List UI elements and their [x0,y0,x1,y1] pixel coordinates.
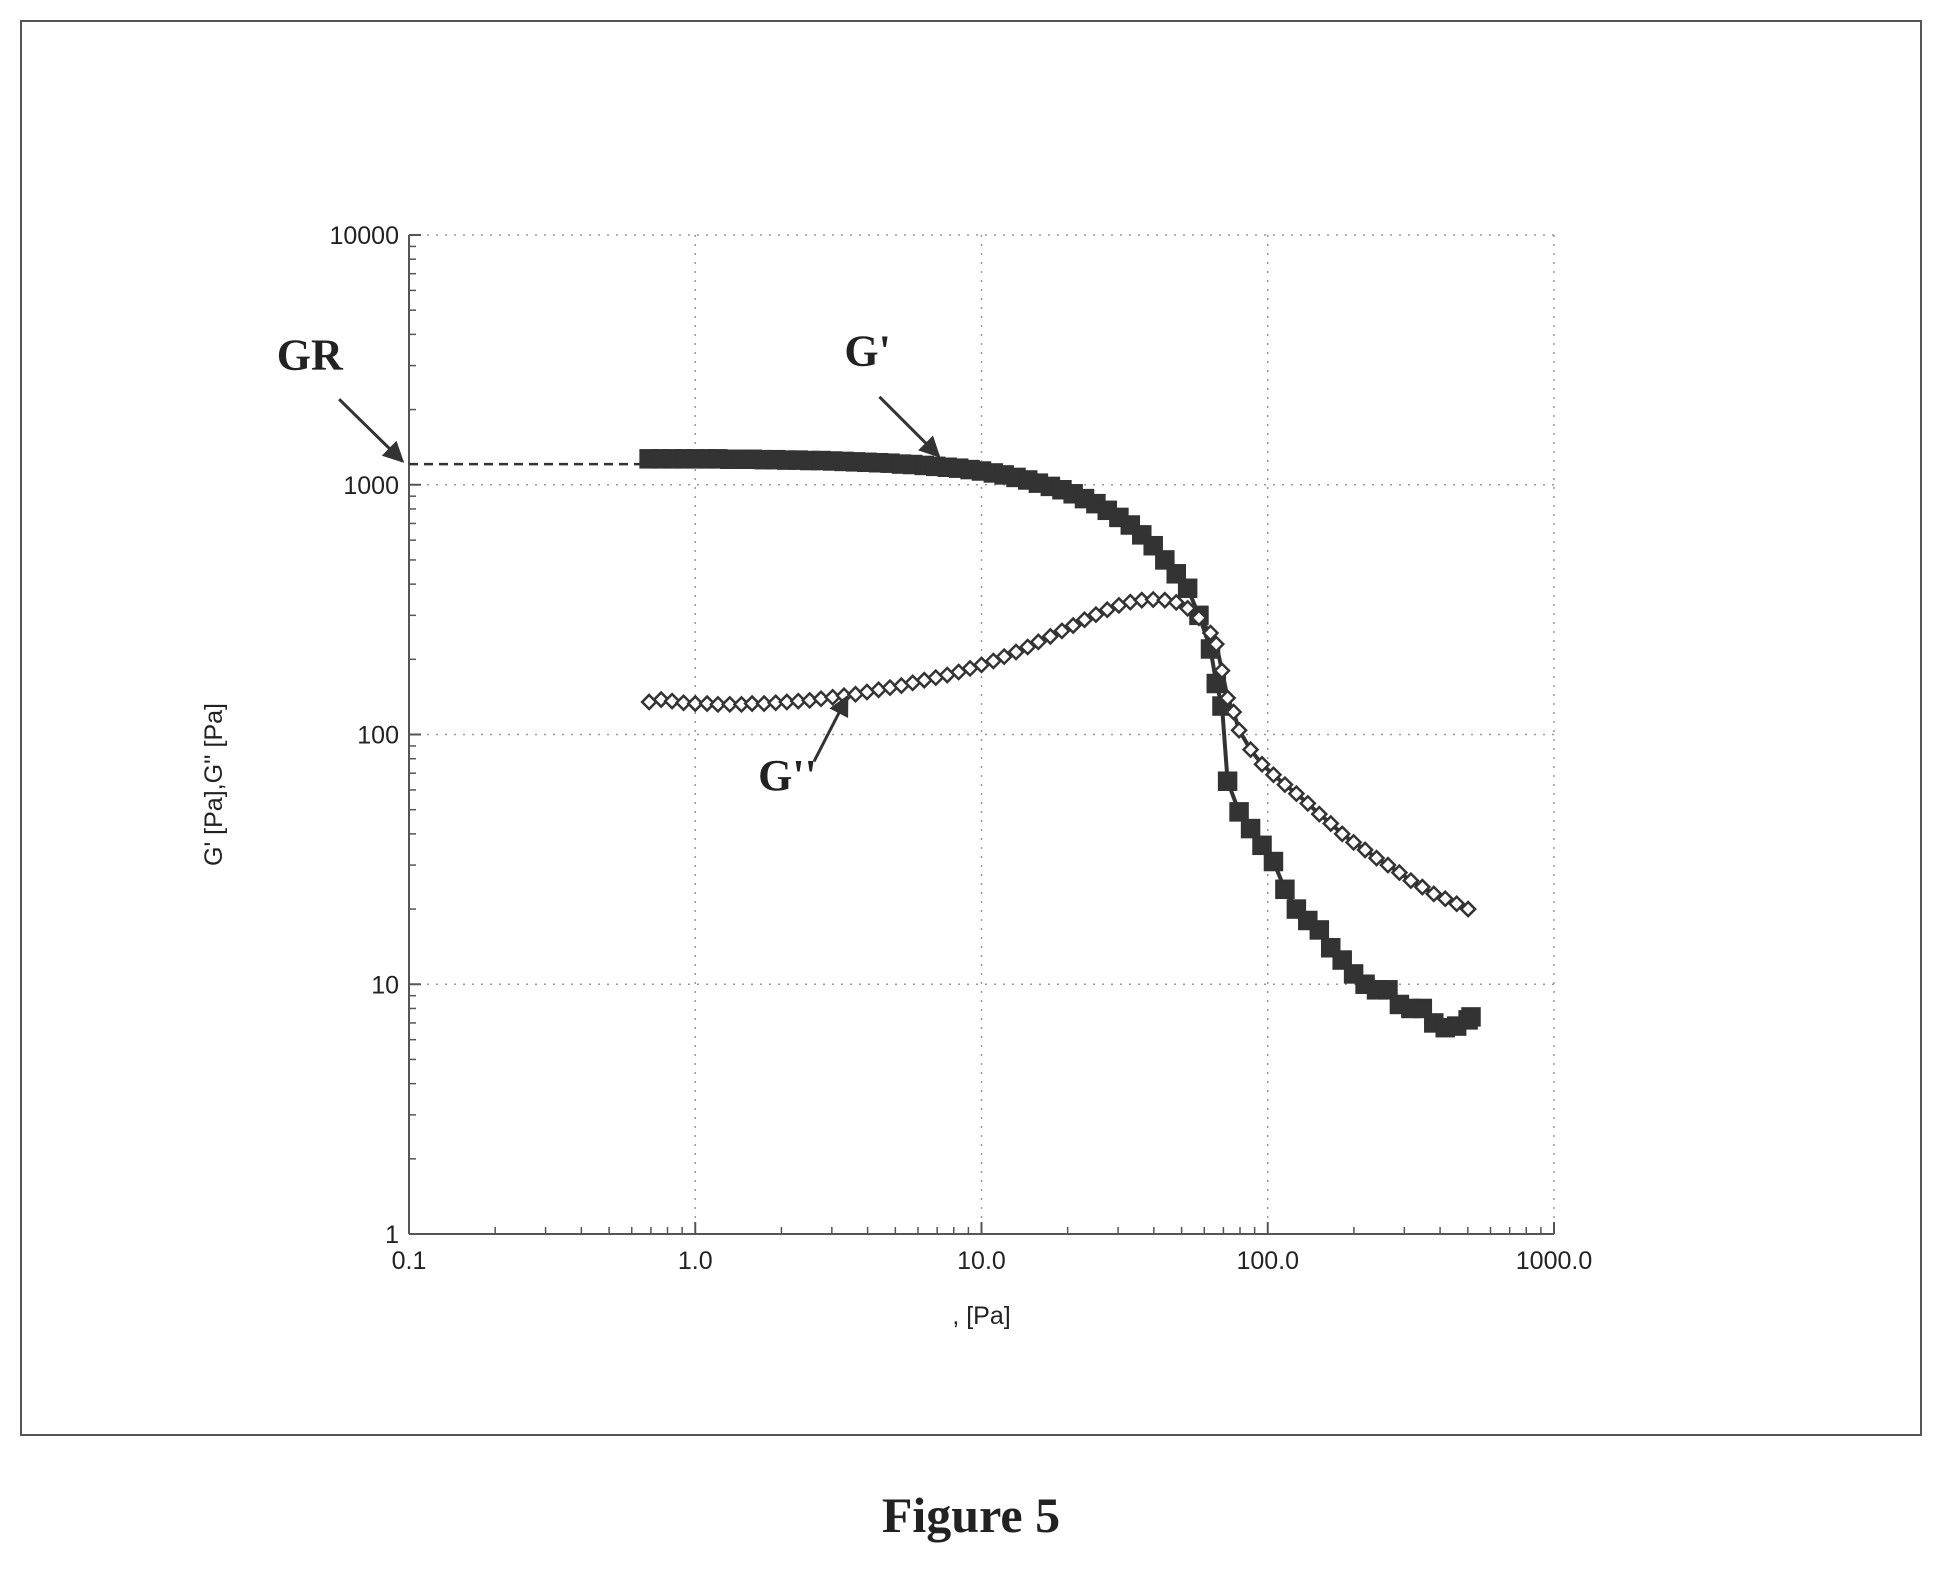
x-tick-label: 1.0 [678,1247,713,1275]
y-tick-label: 1000 [343,472,399,500]
g-double-prime-point [743,694,761,713]
g-double-prime-point [1333,825,1351,843]
x-axis-title: , [Pa] [952,1302,1010,1330]
x-tick-label: 1000.0 [1516,1247,1592,1275]
g-double-prime-point [972,656,991,674]
g-double-prime-point [1053,622,1071,640]
g-prime-point [1177,578,1198,599]
g-double-prime-point [1201,624,1220,642]
g-double-prime-point [1098,600,1117,619]
x-tick-label: 100.0 [1236,1247,1299,1275]
x-tick-label: 10.0 [957,1247,1006,1275]
g-double-prime-point [674,693,693,712]
g-prime-point [1412,998,1433,1019]
grid-lines [408,234,1555,1235]
g-double-prime-point [640,693,658,711]
g-double-prime-point [1230,721,1248,740]
g-double-prime-point [1167,593,1186,612]
g-double-prime-point [1190,609,1208,627]
g-double-prime-point [1207,635,1226,653]
g-double-prime-point [1041,627,1060,646]
g-double-prime-point [1253,755,1271,774]
g-double-prime-point [1344,833,1363,852]
annotation-arrow [812,694,849,763]
g-prime-point [1263,851,1284,872]
g-double-prime-point [1356,841,1374,859]
g-double-prime-point [1287,784,1306,803]
g-double-prime-point [1018,638,1037,656]
g-double-prime-point [663,692,681,710]
y-tick-label: 100 [357,722,399,750]
g-double-prime-point [1310,805,1329,823]
y-tick-label: 10000 [329,222,399,250]
g-double-prime-point [652,690,670,709]
y-tick-label: 1 [385,1221,399,1249]
series-line-1 [649,456,1473,1030]
annotation-arrow [878,395,941,458]
g-double-prime-point [1299,794,1317,813]
g-double-prime-point [915,671,934,689]
y-axis-title: G' [Pa],G'' [Pa] [200,703,228,866]
g-double-prime-point [709,695,727,714]
g-double-prime-point [1213,661,1231,680]
g-prime-point [1461,1007,1481,1027]
annotation-label: G'' [758,751,817,800]
annotation-arrow [338,398,405,463]
g-prime-point [1229,802,1249,822]
g-double-prime-point [1367,849,1386,867]
g-double-prime-point [995,647,1013,666]
g-double-prime-point [1276,775,1294,794]
g-double-prime-point [1218,689,1237,707]
g-double-prime-point [1007,643,1025,661]
g-double-prime-point [686,694,705,713]
g-double-prime-point [1379,856,1397,874]
x-tick-label: 0.1 [392,1247,427,1275]
g-double-prime-point [1321,814,1340,833]
g-double-prime-point [698,694,716,713]
g-double-prime-point [1075,610,1094,629]
figure-panel: 0.1 1.0 10.0 100.0 1000.0 1 10 100 1000 10000 GR G… [20,20,1922,1436]
figure-caption: Figure 5 [881,1487,1061,1543]
g-prime-point [1275,879,1295,900]
g-prime-point [1166,564,1186,584]
annotations: GR G' G'' [277,327,941,800]
g-double-prime-point [1436,889,1455,908]
y-tick-label: 10 [371,971,399,999]
g-double-prime-point [1459,900,1477,918]
g-prime-point [1240,818,1261,839]
g-double-prime-point [1413,878,1432,896]
g-double-prime-point [1178,599,1197,618]
series-layer [639,449,1481,1038]
g-double-prime-point [1029,633,1048,651]
axes: 0.1 1.0 10.0 100.0 1000.0 1 10 100 1000 10000 [329,222,1592,1275]
g-double-prime-point [1390,863,1409,882]
g-double-prime-point [1402,871,1420,890]
g-double-prime-point [1241,740,1260,759]
g-double-prime-point [1224,703,1243,721]
g-double-prime-point [858,683,876,701]
g-double-prime-point [1064,616,1082,635]
g-double-prime-point [1447,895,1466,913]
g-prime-point [1217,771,1238,791]
annotation-label: GR [277,330,344,379]
g-double-prime-point [1425,885,1443,903]
g-prime-point [1309,920,1330,940]
g-double-prime-point [720,695,739,714]
g-double-prime-point [1264,765,1283,784]
g-prime-point [1252,835,1272,856]
annotation-label: G' [844,327,890,376]
g-prime-point [1378,980,1398,1000]
g-double-prime-point [1087,605,1105,624]
g-double-prime-point [926,668,945,687]
g-double-prime-point [1156,591,1174,609]
g-double-prime-point [1144,590,1162,609]
